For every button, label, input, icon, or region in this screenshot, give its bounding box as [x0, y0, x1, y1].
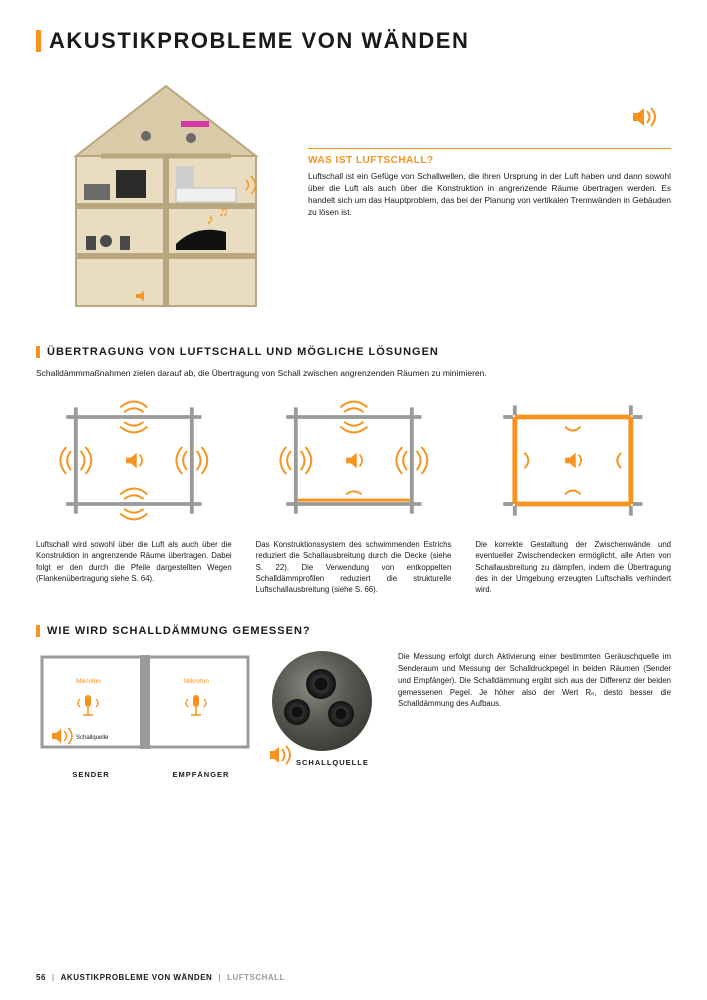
footer-sep: | [218, 973, 221, 982]
sound-icon [633, 106, 661, 133]
diagram-1-caption: Luftschall wird sowohl über die Luft als… [36, 539, 232, 584]
sound-icon [270, 745, 294, 765]
source-label: Schallquelle [76, 735, 109, 741]
page-title: AKUSTIKPROBLEME VON WÄNDEN [36, 28, 671, 54]
section2-title: WIE WIRD SCHALLDÄMMUNG GEMESSEN? [36, 625, 671, 637]
hero-row: ♪ ♫ WAS I [36, 66, 671, 316]
hero-heading: WAS IST LUFTSCHALL? [308, 155, 671, 166]
page-footer: 56 | AKUSTIKPROBLEME VON WÄNDEN | LUFTSC… [36, 973, 285, 982]
mic-label-left: Mikrofon [76, 678, 101, 685]
diagram-2: Das Konstruktionssystem des schwimmenden… [256, 388, 452, 595]
footer-sep: | [52, 973, 55, 982]
accent-bar [36, 625, 40, 637]
section-measurement: WIE WIRD SCHALLDÄMMUNG GEMESSEN? [36, 625, 671, 779]
diagram-row: Luftschall wird sowohl über die Luft als… [36, 388, 671, 595]
section-transmission: ÜBERTRAGUNG VON LUFTSCHALL UND MÖGLICHE … [36, 346, 671, 595]
page-number: 56 [36, 973, 46, 982]
footer-part1: AKUSTIKPROBLEME VON WÄNDEN [61, 973, 213, 982]
diagram-1: Luftschall wird sowohl über die Luft als… [36, 388, 232, 595]
hero-text-block: WAS IST LUFTSCHALL? Luftschall ist ein G… [308, 66, 671, 316]
section1-title-text: ÜBERTRAGUNG VON LUFTSCHALL UND MÖGLICHE … [47, 346, 439, 358]
room-labels: SENDER EMPFÄNGER [36, 770, 256, 779]
svg-text:♪: ♪ [206, 211, 214, 228]
diagram-2-caption: Das Konstruktionssystem des schwimmenden… [256, 539, 452, 595]
hero-body: Luftschall ist ein Gefüge von Schallwell… [308, 170, 671, 218]
mic-label-right: Mikrofon [184, 678, 209, 685]
section2-title-text: WIE WIRD SCHALLDÄMMUNG GEMESSEN? [47, 625, 311, 637]
section1-title: ÜBERTRAGUNG VON LUFTSCHALL UND MÖGLICHE … [36, 346, 671, 358]
footer-part2: LUFTSCHALL [227, 973, 285, 982]
sender-label: SENDER [36, 770, 146, 779]
accent-bar [36, 346, 40, 358]
schallquelle-label: SCHALLQUELLE [296, 758, 369, 767]
hero-rule [308, 148, 671, 149]
accent-bar [36, 30, 41, 52]
measurement-row: Mikrofon Mikrofon [36, 651, 671, 779]
diagram-3: Die korrekte Gestaltung der Zwischenwänd… [475, 388, 671, 595]
house-illustration: ♪ ♫ [36, 66, 296, 316]
measurement-diagram: Mikrofon Mikrofon [36, 651, 256, 779]
page-title-text: AKUSTIKPROBLEME VON WÄNDEN [49, 28, 469, 54]
section1-intro: Schalldämmmaßnahmen zielen darauf ab, di… [36, 368, 671, 378]
speaker-photo: SCHALLQUELLE [272, 651, 382, 761]
svg-text:♫: ♫ [218, 203, 229, 219]
diagram-3-caption: Die korrekte Gestaltung der Zwischenwänd… [475, 539, 671, 595]
section2-body: Die Messung erfolgt durch Aktivierung ei… [398, 651, 671, 709]
receiver-label: EMPFÄNGER [146, 770, 256, 779]
